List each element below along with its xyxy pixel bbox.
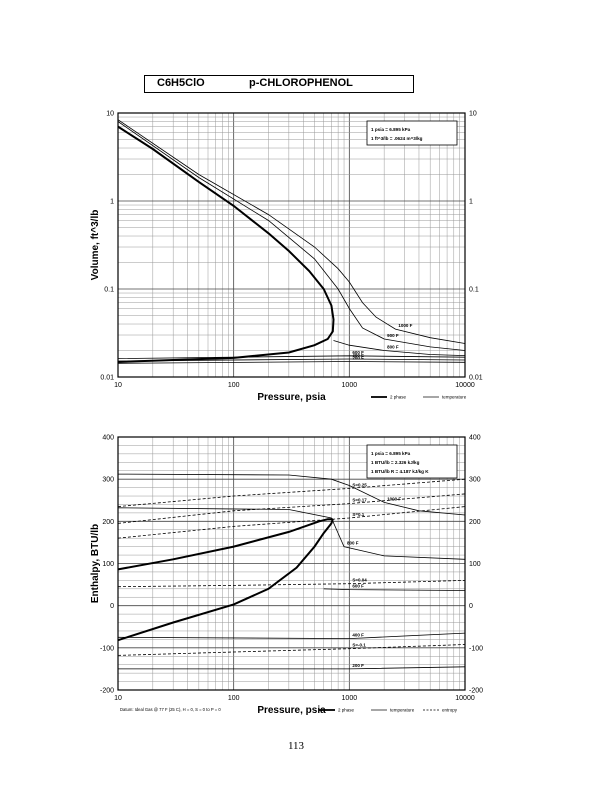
curve-label: 1000 F (398, 323, 412, 328)
chart-title-box: C6H5ClO p-CHLOROPHENOL (144, 75, 414, 93)
conversion-line: 1 BTU/lb = 2.326 kJ/kg (371, 460, 420, 465)
y-tick-label-left: 100 (102, 561, 114, 568)
y-axis-label: Enthalpy, BTU/lb (90, 524, 101, 603)
y-tick-label-left: 300 (102, 477, 114, 484)
series-line-s-0.04 (117, 580, 466, 588)
series-line-800-f (117, 507, 466, 560)
series-line-200-f (118, 666, 466, 670)
curve-label: 400 F (352, 633, 364, 638)
page-number: 113 (287, 740, 305, 752)
curve-label: 200 F (352, 663, 364, 668)
legend-label: temperature (442, 395, 467, 400)
curve-label: 400 F (352, 353, 364, 358)
y-tick-label-left: -200 (100, 688, 114, 695)
curve-label: S=-0.1 (352, 643, 366, 648)
curve-label: S=0.04 (352, 578, 367, 583)
series-line-s--0.1 (117, 644, 466, 656)
curve-label: 600 F (352, 350, 364, 355)
y-tick-label-right: 0.1 (469, 287, 479, 294)
curve-label: 200 F (352, 356, 364, 361)
y-tick-label-left: 10 (106, 111, 114, 118)
legend-label: entropy (442, 708, 458, 713)
legend-label: temperature (390, 708, 415, 713)
curve-label: 900 F (387, 333, 399, 338)
curve-label: 800 F (347, 541, 359, 546)
x-tick-label: 10000 (455, 695, 475, 702)
conversion-line: 1 psia = 6.895 kPa (371, 127, 411, 132)
x-tick-label: 1000 (342, 382, 358, 389)
curve-label: 1000 F (387, 496, 401, 501)
legend-label: 2 phase (338, 708, 355, 713)
conversion-box (366, 120, 458, 146)
y-tick-label-left: 0 (110, 603, 114, 610)
y-tick-label-right: 100 (469, 561, 481, 568)
plot-frame (117, 436, 466, 691)
compound-name: p-CHLOROPHENOL (249, 77, 353, 89)
series-line-400-f (117, 632, 466, 640)
series-line-1000-f (117, 119, 466, 344)
series-line-s-0.25 (117, 478, 466, 507)
series-line-1000-f (117, 473, 466, 516)
y-tick-label-left: -100 (100, 645, 114, 652)
series-line-800-f (333, 340, 466, 356)
y-tick-label-left: 0.1 (104, 287, 114, 294)
x-tick-label: 100 (228, 695, 240, 702)
x-tick-label: 10000 (455, 382, 475, 389)
legend-label: 2 phase (390, 395, 407, 400)
x-axis-label: Pressure, psia (257, 705, 326, 716)
y-tick-label-left: 200 (102, 519, 114, 526)
series-line-200-f (117, 361, 466, 364)
curve-label: 800 F (387, 345, 399, 350)
x-tick-label: 10 (114, 695, 122, 702)
y-tick-label-right: -200 (469, 688, 483, 695)
y-tick-label-right: -100 (469, 645, 483, 652)
y-tick-label-right: 0 (469, 603, 473, 610)
chart-2 (117, 436, 466, 711)
series-line-s-0.17 (117, 493, 466, 524)
conversion-line: 1 psia = 6.895 kPa (371, 451, 411, 456)
conversion-line: 1 BTU/lb R = 4.187 kJ/kg K (371, 469, 429, 474)
series-line-400-f (117, 358, 466, 362)
x-tick-label: 1000 (342, 695, 358, 702)
datum-footnote: Datum: Ideal Gas @ 77 F (25 C), H = 0, S… (120, 707, 221, 712)
series-line-600-f (323, 588, 466, 591)
plot-frame (117, 112, 466, 378)
chemical-formula: C6H5ClO (157, 77, 205, 89)
series-line-2-phase-liquid- (117, 518, 334, 642)
x-tick-label: 100 (228, 382, 240, 389)
y-tick-label-right: 300 (469, 477, 481, 484)
series-line-900-f (117, 121, 466, 351)
conversion-line: 1 ft^3/lb = .0624 m^3/kg (371, 136, 423, 141)
y-tick-label-right: 400 (469, 435, 481, 442)
chart-1 (117, 112, 466, 398)
conversion-box (366, 444, 458, 479)
x-tick-label: 10 (114, 382, 122, 389)
y-tick-label-right: 10 (469, 111, 477, 118)
y-tick-label-left: 0.01 (100, 375, 114, 382)
series-line-s-0.1 (117, 506, 466, 539)
curve-label: S=0.17 (352, 498, 367, 503)
y-axis-label: Volume, ft^3/lb (90, 210, 101, 281)
series-line-2-phase (117, 125, 335, 363)
y-tick-label-right: 0.01 (469, 375, 483, 382)
curve-label: S=0.25 (352, 482, 367, 487)
y-tick-label-right: 1 (469, 199, 473, 206)
curve-label: S=0.1 (352, 512, 364, 517)
x-axis-label: Pressure, psia (257, 392, 326, 403)
y-tick-label-right: 200 (469, 519, 481, 526)
curve-label: 600 F (352, 584, 364, 589)
y-tick-label-left: 1 (110, 199, 114, 206)
y-tick-label-left: 400 (102, 435, 114, 442)
series-line-600-f (117, 355, 466, 359)
